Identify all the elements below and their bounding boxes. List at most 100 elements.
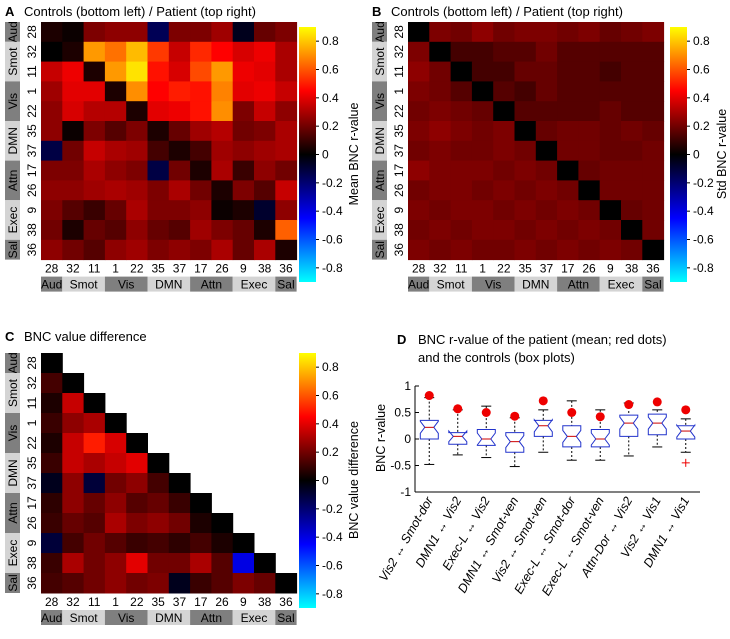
heatmap-cell (147, 101, 170, 122)
heatmap-cell (535, 140, 558, 162)
group-label-left: DMN (6, 459, 20, 486)
colorbar-tick-label: -0.4 (322, 530, 343, 544)
panel-c-colorbar-ticks: 0.8 0.6 0.4 0.2 0 -0.2 -0.4 -0.6 -0.8 (316, 360, 343, 601)
roi-label-left: 38 (392, 223, 406, 237)
box (590, 429, 610, 448)
heatmap-cell (104, 22, 127, 43)
heatmap-cell (83, 453, 106, 474)
heatmap-cell (41, 473, 63, 494)
heatmap-cell (104, 533, 127, 554)
roi-label-left: 35 (25, 456, 39, 470)
heatmap-cell (147, 200, 170, 221)
heatmap-cell (557, 81, 579, 102)
group-band-left (5, 353, 20, 373)
heatmap-cell (41, 513, 63, 534)
y-tick-label: 0 (404, 432, 411, 446)
heatmap-cell (275, 81, 298, 102)
heatmap-cell (211, 22, 234, 43)
panel-d-letter: D (397, 332, 406, 347)
heatmap-cell (62, 513, 85, 534)
heatmap-cell (104, 513, 127, 534)
heatmap-cell (621, 200, 643, 221)
box (476, 429, 496, 446)
heatmap-cell (211, 101, 234, 122)
box (619, 414, 639, 437)
heatmap-cell (232, 101, 255, 122)
group-band-bottom (147, 276, 191, 292)
roi-label-left: 22 (25, 436, 39, 450)
heatmap-cell (147, 513, 170, 534)
heatmap-cell (62, 533, 85, 554)
heatmap-cell (83, 533, 106, 554)
heatmap-cell (126, 433, 148, 454)
patient-dot (681, 405, 691, 415)
heatmap-cell (408, 160, 430, 181)
heatmap-cell (493, 61, 515, 82)
heatmap-cell (232, 61, 255, 82)
heatmap-cell (147, 41, 170, 63)
heatmap-cell (429, 61, 452, 82)
box (533, 418, 553, 437)
heatmap-cell (126, 101, 148, 122)
group-band-bottom (429, 276, 472, 292)
heatmap-cell (147, 220, 170, 241)
group-label-left: Exec (373, 207, 387, 234)
heatmap-cell (190, 533, 212, 554)
group-band-bottom (557, 276, 600, 292)
roi-label-bottom: 22 (130, 262, 144, 276)
group-band-left (372, 239, 387, 260)
heatmap-cell (126, 239, 148, 261)
roi-label-left: 1 (392, 88, 406, 95)
heatmap-cell (168, 22, 191, 43)
heatmap-cell (408, 61, 430, 82)
heatmap-cell (642, 200, 665, 221)
heatmap-cell (450, 101, 473, 122)
roi-label-left: 37 (25, 476, 39, 490)
heatmap-cell (232, 140, 255, 162)
heatmap-cell (232, 180, 255, 201)
heatmap-cell (126, 533, 148, 554)
heatmap-cell (190, 81, 212, 102)
heatmap-cell (211, 140, 234, 162)
heatmap-cell (190, 513, 212, 534)
heatmap-cell (275, 180, 298, 201)
heatmap-cell (83, 239, 106, 261)
heatmap-cell (254, 180, 276, 201)
heatmap-cell (168, 513, 191, 534)
heatmap-cell (232, 81, 255, 102)
heatmap-cell (514, 160, 537, 181)
heatmap-cell (83, 473, 106, 494)
heatmap-cell (232, 121, 255, 142)
heatmap-cell (126, 180, 148, 201)
heatmap-cell (83, 393, 106, 414)
heatmap-cell (41, 200, 63, 221)
heatmap-cell (275, 61, 298, 82)
roi-label-left: 38 (25, 223, 39, 237)
heatmap-cell (168, 533, 191, 554)
heatmap-cell (429, 101, 452, 122)
heatmap-cell (41, 533, 63, 554)
heatmap-cell (83, 140, 106, 162)
heatmap-cell (621, 41, 643, 63)
heatmap-cell (62, 160, 85, 181)
heatmap-cell (104, 140, 127, 162)
heatmap-cell (642, 239, 665, 261)
heatmap-cell (578, 101, 601, 122)
group-label-left: Vis (6, 425, 20, 441)
heatmap-cell (254, 140, 276, 162)
roi-label-bottom: 1 (479, 262, 486, 276)
heatmap-cell (493, 160, 515, 181)
group-label-left: Exec (6, 207, 20, 234)
heatmap-cell (41, 22, 63, 43)
heatmap-cell (254, 200, 276, 221)
roi-label-left: 28 (25, 25, 39, 39)
heatmap-cell (211, 180, 234, 201)
heatmap-cell (471, 101, 494, 122)
heatmap-cell (514, 101, 537, 122)
heatmap-cell (232, 533, 255, 554)
colorbar-tick-label: -0.6 (693, 233, 714, 247)
roi-label-bottom: 35 (151, 595, 165, 609)
heatmap-cell (514, 121, 537, 142)
heatmap-cell (104, 160, 127, 181)
heatmap-cell (168, 493, 191, 514)
